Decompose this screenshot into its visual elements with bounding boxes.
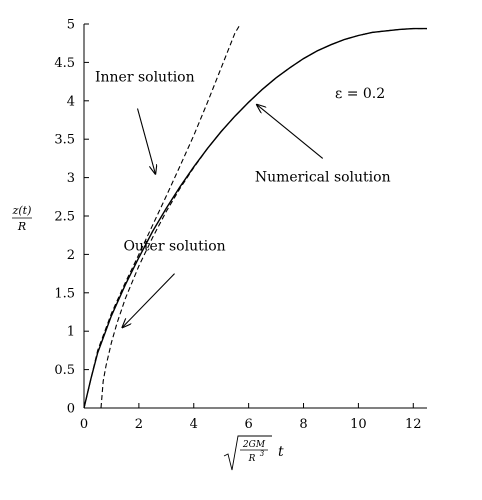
x-tick-label: 12 [405, 417, 422, 432]
x-tick-label: 4 [190, 417, 198, 432]
annotation-arrow [136, 108, 156, 173]
y-tick-label: 4 [67, 94, 75, 109]
x-tick-label: 10 [350, 417, 367, 432]
svg-text:t: t [278, 444, 284, 460]
x-tick-label: 6 [244, 417, 252, 432]
y-tick-label: 1.5 [54, 286, 75, 301]
annotation-label: Inner solution [95, 70, 195, 86]
annotation-label: Numerical solution [255, 169, 391, 185]
parameter-label: ε = 0.2 [335, 86, 385, 102]
y-tick-label: 1 [67, 325, 75, 340]
series-inner-solution [83, 23, 241, 409]
x-tick-label: 2 [135, 417, 143, 432]
series-layer [83, 23, 427, 409]
y-axis-label: z(t) R [12, 204, 32, 233]
y-tick-label: 2.5 [54, 210, 75, 225]
x-axis-label: 2GM R 3 t [223, 435, 284, 471]
y-tick-label: 0 [67, 402, 75, 417]
series-outer-solution [100, 28, 427, 409]
annotation-layer: Inner solution Numerical solution Outer so… [95, 70, 391, 328]
svg-text:3: 3 [260, 450, 265, 458]
svg-text:z(t): z(t) [12, 204, 32, 217]
y-tick-label: 0.5 [54, 363, 75, 378]
annotation-arrow [257, 105, 324, 159]
svg-text:R: R [17, 220, 26, 233]
y-tick-label: 3.5 [54, 133, 75, 148]
x-tick-label: 0 [80, 417, 88, 432]
svg-text:2GM: 2GM [242, 440, 266, 450]
y-tick-label: 5 [67, 18, 75, 33]
y-tick-label: 2 [67, 248, 75, 263]
svg-text:R: R [248, 454, 256, 464]
annotation-arrow [122, 273, 175, 328]
y-tick-label: 4.5 [54, 56, 75, 71]
x-tick-label: 8 [299, 417, 307, 432]
y-tick-label: 3 [67, 171, 75, 186]
annotation-label: Outer solution [123, 239, 225, 255]
axes: 0 0.5 1 1.5 2 2.5 3 3.5 4 4.5 5 0 2 4 6 8 10 12 [54, 18, 427, 432]
